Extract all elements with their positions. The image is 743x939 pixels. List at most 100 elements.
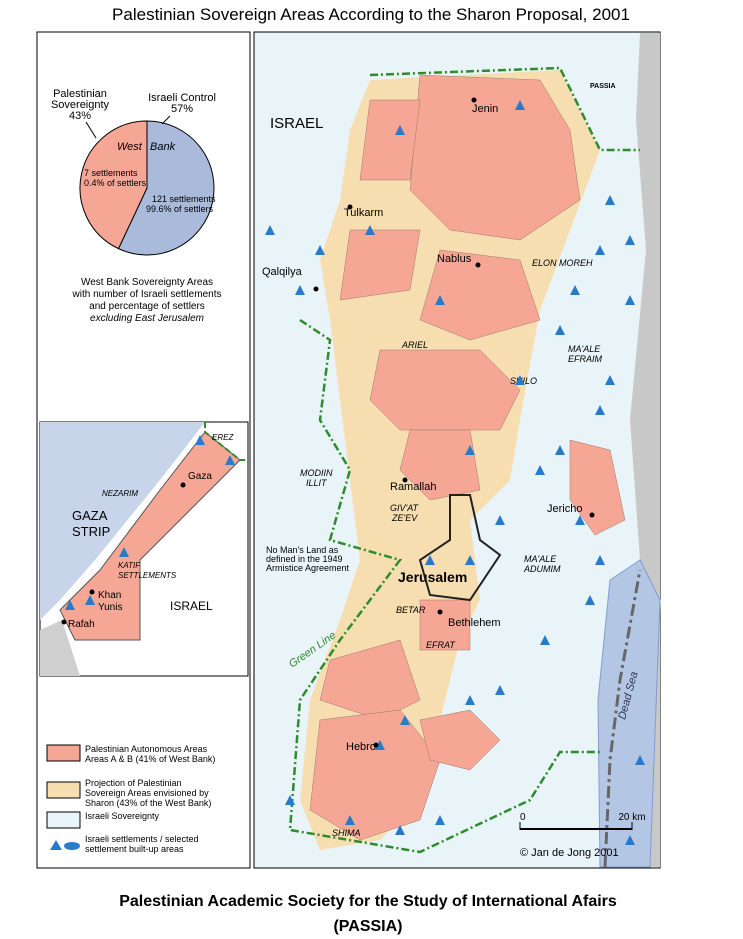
map-label: Jenin [472, 103, 498, 115]
settlement [435, 295, 445, 305]
legend-label: settlement built-up areas [85, 844, 184, 854]
settlement [495, 515, 505, 525]
pie-label: Sovereignty [51, 99, 110, 111]
map-label: Jerusalem [398, 569, 467, 585]
map-label: ISRAEL [270, 115, 323, 132]
settlement [540, 635, 550, 645]
settlement [345, 815, 355, 825]
settlement [85, 595, 95, 605]
map-label: ILLIT [306, 478, 328, 488]
town [471, 97, 477, 103]
settlement [575, 515, 585, 525]
pie-note: 121 settlements [152, 194, 216, 204]
scale-label: 20 km [618, 812, 645, 823]
settlement [535, 465, 545, 475]
settlement [625, 835, 635, 845]
settlement [555, 445, 565, 455]
settlement [265, 225, 275, 235]
leader [85, 121, 97, 139]
settlement [295, 285, 305, 295]
legend-label: Projection of Palestinian [85, 778, 182, 788]
pie-slice [79, 120, 148, 250]
settlement [625, 235, 635, 245]
gaza-label: Khan [98, 590, 121, 601]
town [180, 482, 186, 488]
town [89, 589, 95, 595]
town [437, 609, 443, 615]
settlement [555, 325, 565, 335]
caption: excluding East Jerusalem [90, 313, 204, 324]
settlement [465, 695, 475, 705]
settlement [515, 100, 525, 110]
map-label: SHIMA [332, 828, 361, 838]
map-label: EFRAT [426, 640, 456, 650]
caption: West Bank Sovereignty Areas [81, 277, 213, 288]
map-label: ARIEL [401, 340, 428, 350]
map-label: Qalqilya [262, 266, 303, 278]
town [373, 742, 379, 748]
settlement [119, 547, 129, 557]
pie-inner: West [117, 141, 143, 153]
settlement [365, 225, 375, 235]
legend-swatches [46, 744, 81, 850]
footer: Palestinian Academic Society for the Stu… [119, 893, 617, 910]
settlement [400, 715, 410, 725]
pie-value-label: 43% [69, 110, 91, 122]
map-label: Tulkarm [344, 207, 383, 219]
map-label: ADUMIM [523, 564, 561, 574]
map-shapes [288, 33, 661, 868]
settlement [395, 125, 405, 135]
map-label: © Jan de Jong 2001 [520, 847, 619, 859]
map-label: EFRAIM [568, 354, 603, 364]
legend-label: Areas A & B (41% of West Bank) [85, 754, 215, 764]
caption: with number of Israeli settlements [72, 289, 222, 300]
map-label: Ramallah [390, 481, 436, 493]
pie-label: Palestinian [53, 88, 107, 100]
map-label: defined in the 1949 [266, 554, 343, 564]
pie-note: 7 settlements [84, 168, 138, 178]
pie-value-label: 57% [171, 103, 193, 115]
footer: (PASSIA) [333, 918, 402, 935]
legend-label: Palestinian Autonomous Areas [85, 744, 208, 754]
settlement [285, 795, 295, 805]
settlement [625, 295, 635, 305]
map-label: Nablus [437, 253, 472, 265]
gaza-inset [39, 421, 249, 677]
settlement [65, 600, 75, 610]
legend-label: Israeli settlements / selected [85, 834, 199, 844]
map-label: MA'ALE [524, 554, 557, 564]
caption: and percentage of settlers [89, 301, 205, 312]
leader [161, 115, 171, 125]
settlement [395, 825, 405, 835]
gaza-label: ISRAEL [170, 599, 213, 613]
settlement [635, 755, 645, 765]
title: Palestinian Sovereign Areas According to… [112, 5, 630, 24]
settlement [435, 815, 445, 825]
gaza-label: NEZARIM [102, 489, 138, 498]
settlement [605, 195, 615, 205]
settlement [595, 405, 605, 415]
town [313, 286, 319, 292]
gaza-label: Gaza [188, 471, 212, 482]
town [347, 204, 353, 210]
pie-note: 0.4% of settlers [84, 178, 147, 188]
settlement [465, 445, 475, 455]
gaza-label: GAZA [72, 508, 108, 523]
pie-note: 99.6% of settlers [146, 204, 214, 214]
town [402, 477, 408, 483]
settlement [195, 435, 205, 445]
settlement [465, 555, 475, 565]
map-label: GIV'AT [390, 503, 420, 513]
map-label: Hebron [346, 741, 382, 753]
legend-label: Sovereign Areas envisioned by [85, 788, 209, 798]
map-label: MODIIN [300, 468, 333, 478]
settlement [315, 245, 325, 255]
map-label: PASSIA [590, 83, 616, 90]
pie-inner: Bank [150, 141, 176, 153]
pie-slice [117, 120, 215, 256]
map-label: No Man's Land as [266, 545, 339, 555]
gaza-label: Yunis [98, 602, 122, 613]
settlement [425, 555, 435, 565]
settlement [595, 245, 605, 255]
